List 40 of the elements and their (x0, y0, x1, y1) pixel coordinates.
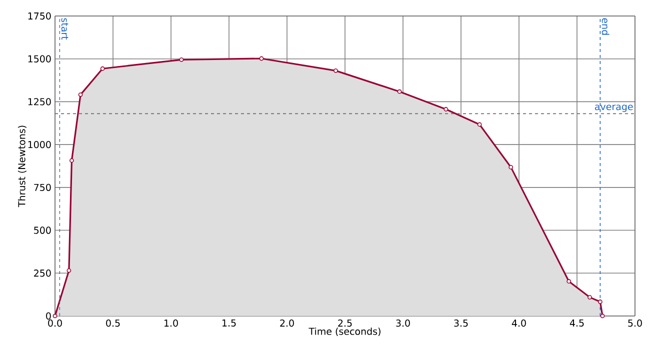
x-axis-title: Time (seconds) (308, 328, 380, 336)
y-tick-label: 750 (34, 184, 51, 192)
x-tick-label: 5.0 (628, 320, 642, 327)
point (179, 58, 184, 62)
x-tick-label: 2.5 (338, 320, 352, 327)
point (334, 68, 338, 73)
y-tick-label: 1000 (28, 140, 51, 148)
point (588, 295, 592, 300)
y-tick-label: 1750 (28, 12, 51, 20)
point (78, 92, 83, 97)
y-tick-label: 250 (34, 270, 51, 277)
x-tick-label: 3.5 (454, 320, 468, 327)
y-tick-label: 0 (46, 312, 51, 320)
ref-line-label: average (594, 104, 633, 112)
ref-line-label: end (602, 18, 610, 35)
x-tick-label: 0.5 (106, 320, 120, 327)
x-tick-label: 3.0 (396, 320, 410, 327)
y-tick-label: 1500 (28, 55, 51, 62)
x-tick-label: 0.0 (48, 320, 62, 327)
point (70, 158, 74, 163)
point (52, 314, 58, 318)
point (397, 89, 402, 94)
point (66, 268, 72, 273)
point (444, 107, 448, 112)
point (259, 56, 264, 61)
point (566, 279, 572, 284)
y-tick-label: 500 (34, 226, 51, 234)
point (598, 300, 602, 304)
point (477, 122, 482, 127)
point (600, 314, 605, 318)
point (100, 66, 105, 71)
x-tick-label: 4.0 (512, 320, 526, 327)
y-tick-label: 1250 (28, 98, 51, 106)
point (508, 164, 514, 170)
ref-line-label: start (61, 18, 68, 40)
x-tick-label: 2.0 (280, 320, 294, 327)
y-axis-title: Thrust (Newtons) (18, 126, 26, 208)
x-tick-label: 1.0 (164, 320, 178, 327)
x-tick-label: 4.5 (570, 320, 584, 327)
x-tick-label: 1.5 (222, 320, 236, 327)
